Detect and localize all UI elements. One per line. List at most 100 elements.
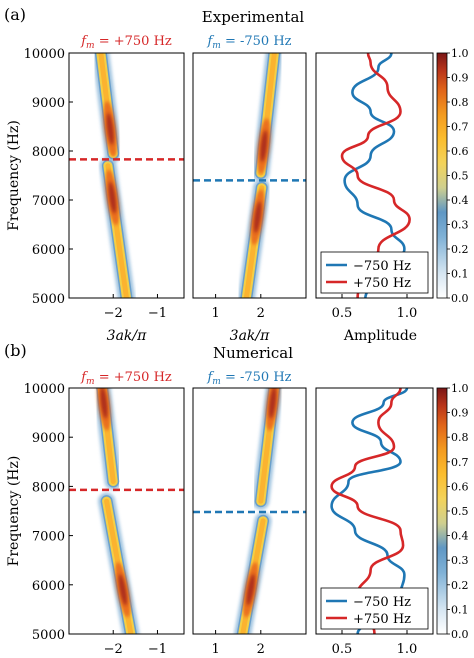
x-tick-label: 1	[211, 306, 219, 321]
colorbar-tick-label: 0.1	[451, 603, 469, 616]
x-tick-label: 2	[257, 642, 265, 654]
colorbar-tick-label: 1.0	[451, 47, 469, 60]
ridge-peak-core	[260, 130, 268, 163]
legend: −750 Hz +750 Hz	[320, 587, 429, 630]
x-tick-label: 1.0	[397, 306, 418, 321]
colorbar-tick-label: 0.6	[451, 145, 469, 158]
header-sub: m	[212, 41, 221, 51]
y-axis-label: Frequency (Hz)	[6, 120, 22, 231]
ridge-peak-core	[100, 388, 108, 419]
colorbar-tick-label: 0.4	[451, 530, 469, 543]
x-tick-label: 0.5	[332, 642, 353, 654]
figure-row-b: (b) Numerical Frequency (Hz) 5000 6000 7000 80…	[4, 341, 469, 657]
y-tick-label: 7000	[32, 194, 65, 209]
panel-frame	[68, 52, 185, 299]
colorbar-tick-label: 0.0	[451, 628, 469, 641]
panel-frame	[68, 387, 185, 635]
panel-header: fm = +750 Hz	[80, 34, 172, 51]
legend-label: +750 Hz	[353, 612, 411, 627]
colorbar-tick-label: 0.3	[451, 554, 469, 567]
legend-label: −750 Hz	[353, 259, 411, 274]
header-value: = -750 Hz	[221, 34, 292, 49]
panel-header: fm = -750 Hz	[206, 370, 291, 387]
panel-label: (a)	[4, 5, 26, 24]
y-tick-label: 6000	[32, 579, 65, 594]
colorbar-tick-label: 0.4	[451, 194, 469, 207]
panel-header: fm = -750 Hz	[206, 34, 291, 51]
ridge-peak-core	[108, 181, 117, 214]
colorbar-tick-label: 0.2	[451, 579, 469, 592]
x-axis-label: 3ak/π	[230, 328, 270, 344]
y-tick-label: 5000	[32, 292, 65, 307]
colorbar-tick-label: 0.5	[451, 170, 469, 183]
heatmap-panel-minus: fm = -750 Hz 1 2 3ak/π	[192, 34, 307, 344]
figure-row-a: (a) Experimental Frequency (Hz) 5000 6000 700…	[4, 5, 469, 344]
panel-label: (b)	[4, 341, 27, 360]
colorbar-gradient	[436, 387, 448, 635]
x-tick-label: 0.5	[332, 306, 353, 321]
y-axis-label: Frequency (Hz)	[6, 456, 22, 567]
panel-frame	[315, 387, 434, 635]
y-tick-label: 9000	[32, 431, 65, 446]
ridge-peak-core	[246, 573, 255, 606]
colorbar-tick-label: 0.2	[451, 243, 469, 256]
x-tick-label: −1	[148, 306, 167, 321]
amplitude-panel: 0.5 1.0 Amplitude −750 Hz +750 Hz	[315, 52, 434, 344]
y-tick-label: 6000	[32, 243, 65, 258]
colorbar-tick-label: 0.7	[451, 121, 469, 134]
x-axis-label: Amplitude	[343, 328, 417, 344]
legend-label: +750 Hz	[353, 276, 411, 291]
colorbar-tick-label: 0.7	[451, 456, 469, 469]
colorbar-tick-label: 0.8	[451, 96, 469, 109]
colorbar-gradient	[436, 52, 448, 299]
ridge-group	[93, 388, 140, 634]
colorbar-tick-label: 0.9	[451, 72, 469, 85]
panel-frame	[192, 387, 307, 635]
x-tick-label: −2	[104, 642, 123, 654]
x-tick-label: 2	[257, 306, 265, 321]
header-f: f	[80, 370, 88, 385]
row-title: Experimental	[202, 8, 305, 26]
header-f: f	[206, 370, 214, 385]
y-tick-label: 10000	[24, 382, 65, 397]
x-tick-label: 1.0	[397, 642, 418, 654]
y-tick-label: 8000	[32, 145, 65, 160]
x-tick-label: 1	[211, 642, 219, 654]
y-tick-label: 5000	[32, 628, 65, 643]
y-tick-label: 9000	[32, 96, 65, 111]
legend-box	[320, 251, 429, 294]
colorbar-tick-label: 1.0	[451, 382, 469, 395]
y-tick-label: 10000	[24, 47, 65, 62]
colorbar-tick-label: 0.0	[451, 292, 469, 305]
header-value: = -750 Hz	[221, 370, 292, 385]
colorbar-tick-label: 0.8	[451, 431, 469, 444]
colorbar: 0.0 0.1 0.2 0.3 0.4 0.5 0.6 0.7 0.8 0.9 1.0	[436, 47, 469, 305]
ridge-peak-core	[106, 113, 114, 145]
x-tick-label: −1	[148, 642, 167, 654]
header-value: = +750 Hz	[95, 370, 172, 385]
header-sub: m	[212, 377, 221, 387]
row-title: Numerical	[213, 344, 293, 362]
ridge-group	[234, 388, 283, 634]
header-sub: m	[86, 377, 95, 387]
ridge-group	[92, 53, 135, 298]
panel-header: fm = +750 Hz	[80, 370, 172, 387]
header-sub: m	[86, 41, 95, 51]
colorbar-tick-label: 0.9	[451, 407, 469, 420]
ridge-group	[237, 53, 283, 298]
colorbar: 0.0 0.1 0.2 0.3 0.4 0.5 0.6 0.7 0.8 0.9 1.0	[436, 382, 469, 641]
ridge-peak-core	[253, 201, 262, 234]
panel-frame	[192, 52, 307, 299]
x-tick-label: −2	[104, 306, 123, 321]
header-f: f	[206, 34, 214, 49]
ridge-peak-core	[118, 573, 127, 606]
colorbar-tick-label: 0.3	[451, 219, 469, 232]
legend-box	[320, 587, 429, 630]
header-f: f	[80, 34, 88, 49]
